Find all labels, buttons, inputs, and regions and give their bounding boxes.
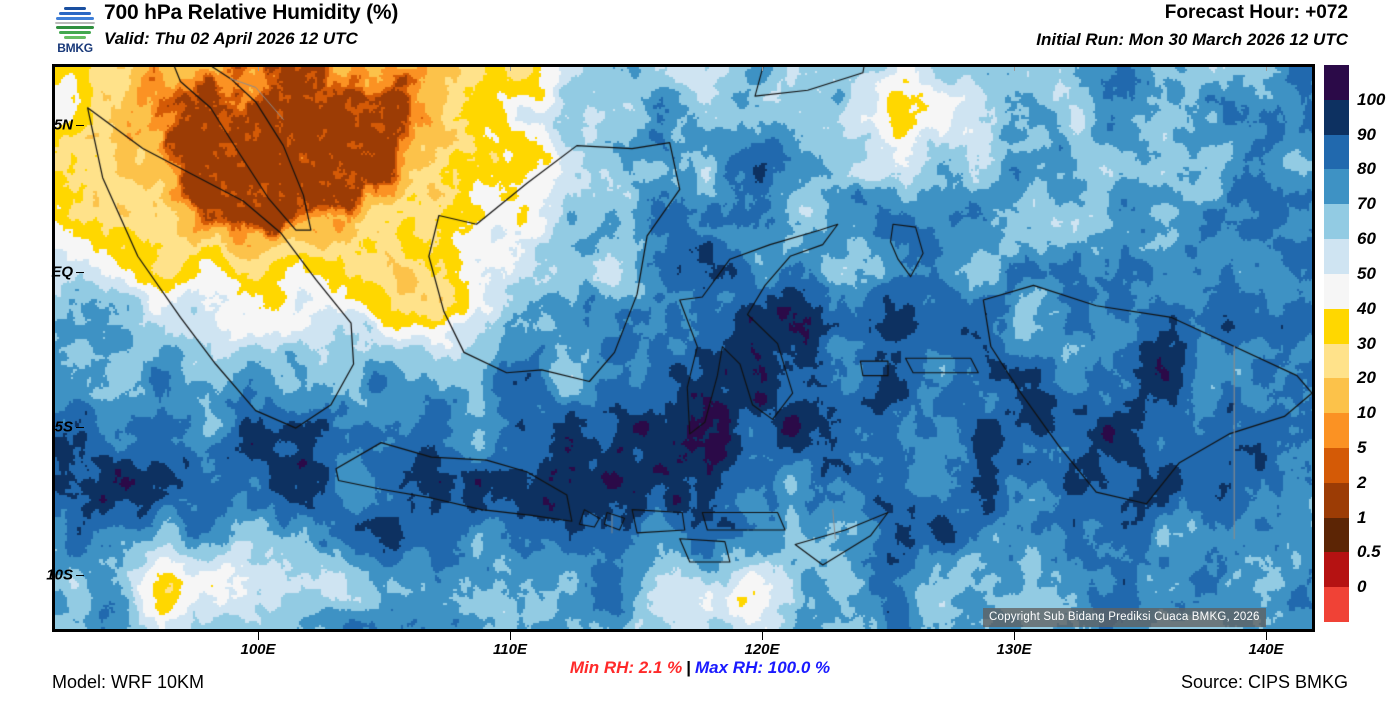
colorbar-tick-30: 30: [1357, 333, 1376, 353]
colorbar-band-14: [1324, 552, 1349, 588]
colorbar-band-3: [1324, 169, 1349, 205]
lon-label-100e: 100E: [240, 641, 276, 658]
lat-label-5n: 5N: [53, 116, 73, 134]
colorbar-band-10: [1324, 413, 1349, 448]
colorbar-band-5: [1324, 239, 1349, 274]
lat-tick-5s: [76, 427, 84, 428]
colorbar-tick-5: 5: [1357, 437, 1367, 457]
initial-run-label: Initial Run: Mon 30 March 2026 12 UTC: [1036, 30, 1348, 49]
logo-disc: [55, 2, 95, 42]
min-rh-value: Min RH: 2.1 %: [569, 658, 683, 677]
max-rh-value: Max RH: 100.0 %: [695, 658, 831, 677]
colorbar-tick-90: 90: [1357, 124, 1376, 144]
colorbar-tick-50: 50: [1357, 263, 1376, 283]
colorbar-tick-60: 60: [1357, 229, 1376, 249]
valid-time-label: Valid: Thu 02 April 2026 12 UTC: [104, 29, 358, 48]
lon-label-110e: 110E: [493, 641, 527, 658]
colorbar-tick-1: 1: [1357, 507, 1367, 527]
lat-tick-10s: [76, 575, 84, 576]
colorbar-band-1: [1324, 99, 1349, 135]
minmax-separator: |: [686, 658, 692, 677]
colorbar-tick-70: 70: [1357, 194, 1376, 214]
bmkg-logo-icon: BMKG: [49, 2, 101, 56]
colorbar-band-7: [1324, 308, 1349, 344]
colorbar[interactable]: [1324, 65, 1349, 622]
map-plot-area[interactable]: Copyright Sub Bidang Prediksi Cuaca BMKG…: [52, 64, 1315, 632]
colorbar-band-12: [1324, 482, 1349, 518]
colorbar-tick-2: 2: [1357, 472, 1367, 492]
colorbar-tick-40: 40: [1357, 298, 1376, 318]
colorbar-band-4: [1324, 204, 1349, 240]
colorbar-tick-20: 20: [1357, 368, 1376, 388]
colorbar-band-2: [1324, 134, 1349, 170]
lat-label-10s: 10S: [46, 566, 73, 584]
colorbar-tick-10: 10: [1357, 403, 1376, 423]
lon-tick-140e: [1266, 632, 1267, 640]
relative-humidity-field: [55, 67, 1312, 629]
colorbar-band-11: [1324, 447, 1349, 483]
lon-tick-130e: [1014, 632, 1015, 640]
colorbar-band-6: [1324, 273, 1349, 309]
logo-label: BMKG: [57, 41, 93, 55]
lon-tick-110e: [510, 632, 511, 640]
colorbar-band-8: [1324, 343, 1349, 379]
lat-tick-eq: [76, 272, 84, 273]
source-label: Source: CIPS BMKG: [1180, 672, 1348, 692]
forecast-hour-label: Forecast Hour: +072: [1164, 2, 1348, 23]
colorbar-band-15: [1324, 587, 1349, 622]
copyright-notice: Copyright Sub Bidang Prediksi Cuaca BMKG…: [983, 608, 1266, 627]
lon-tick-120e: [762, 632, 763, 640]
lat-label-5s: 5S: [54, 418, 73, 436]
colorbar-band-9: [1324, 378, 1349, 414]
colorbar-band-13: [1324, 517, 1349, 553]
colorbar-tick-0: 0: [1357, 577, 1367, 597]
lat-tick-5n: [76, 125, 84, 126]
minmax-rh-readout: Min RH: 2.1 % | Max RH: 100.0 %: [0, 658, 1400, 678]
lat-label-eq: EQ: [51, 263, 73, 281]
page-header: BMKG 700 hPa Relative Humidity (%) Valid…: [0, 0, 1400, 58]
page-title: 700 hPa Relative Humidity (%): [104, 1, 399, 24]
lon-label-120e: 120E: [744, 641, 780, 658]
lon-label-130e: 130E: [996, 641, 1032, 658]
colorbar-tick-100: 100: [1357, 89, 1386, 109]
colorbar-tick-80: 80: [1357, 159, 1376, 179]
lon-tick-100e: [258, 632, 259, 640]
colorbar-tick-0p5: 0.5: [1357, 542, 1381, 562]
model-label: Model: WRF 10KM: [52, 672, 205, 692]
lon-label-140e: 140E: [1248, 641, 1284, 658]
colorbar-band-0: [1324, 65, 1349, 100]
